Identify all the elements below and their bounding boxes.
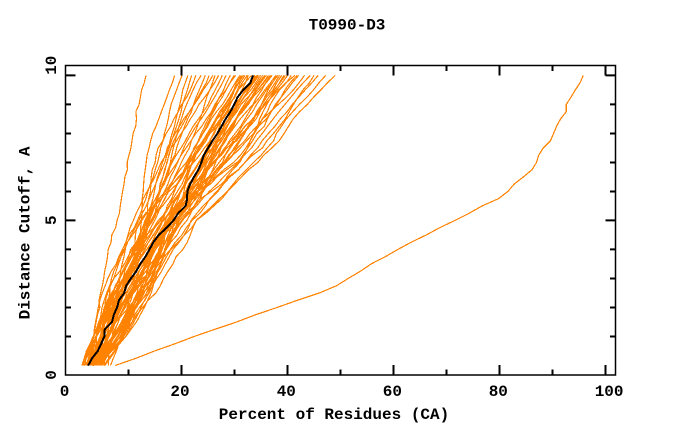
svg-text:0: 0 (43, 370, 61, 380)
svg-text:0: 0 (60, 383, 70, 401)
svg-text:40: 40 (277, 383, 296, 401)
svg-text:10: 10 (43, 56, 61, 75)
svg-text:T0990-D3: T0990-D3 (309, 16, 386, 34)
svg-text:Distance Cutoff, A: Distance Cutoff, A (17, 146, 35, 319)
svg-text:Percent of Residues (CA): Percent of Residues (CA) (219, 406, 449, 424)
svg-text:5: 5 (43, 215, 61, 225)
svg-text:100: 100 (595, 383, 624, 401)
svg-text:20: 20 (170, 383, 189, 401)
svg-text:60: 60 (383, 383, 402, 401)
svg-text:80: 80 (489, 383, 508, 401)
